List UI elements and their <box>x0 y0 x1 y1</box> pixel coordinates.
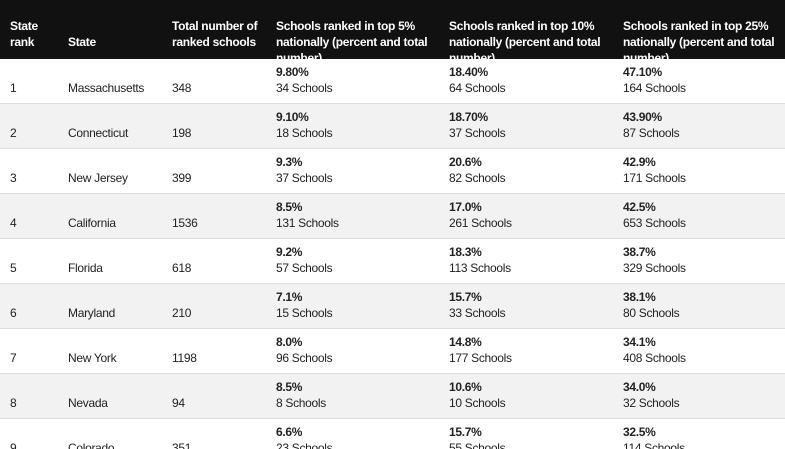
state-cell: New York <box>68 351 117 365</box>
schools-count: 171 Schools <box>623 171 686 185</box>
total-cell: 399 <box>172 171 192 185</box>
total-cell: 348 <box>172 81 192 95</box>
percent-text: 34.1% <box>623 335 656 349</box>
rank-cell: 3 <box>10 171 17 185</box>
column-header: Schools ranked in top 10% nationally (pe… <box>449 19 601 65</box>
schools-count: 55 Schools <box>449 441 506 449</box>
total-cell: 210 <box>172 306 192 320</box>
state-cell: New Jersey <box>68 171 128 185</box>
percent-text: 42.5% <box>623 200 656 214</box>
state-cell: Connecticut <box>68 126 129 140</box>
percent-text: 17.0% <box>449 200 482 214</box>
schools-count: 653 Schools <box>623 216 686 230</box>
column-header: Total number of ranked schools <box>172 19 258 49</box>
schools-count: 37 Schools <box>449 126 506 140</box>
total-cell: 94 <box>172 396 185 410</box>
schools-count: 8 Schools <box>276 396 326 410</box>
schools-count: 32 Schools <box>623 396 680 410</box>
percent-text: 15.7% <box>449 425 482 439</box>
percent-text: 6.6% <box>276 425 303 439</box>
rank-cell: 7 <box>10 351 17 365</box>
percent-text: 20.6% <box>449 155 482 169</box>
schools-count: 131 Schools <box>276 216 339 230</box>
percent-text: 38.7% <box>623 245 656 259</box>
percent-text: 10.6% <box>449 380 482 394</box>
percent-text: 9.2% <box>276 245 303 259</box>
table-row: 1 Massachusetts 348 9.80% 34 Schools 18.40% 64… <box>0 59 785 104</box>
column-header: Schools ranked in top 25% nationally (pe… <box>623 19 775 65</box>
percent-text: 32.5% <box>623 425 656 439</box>
schools-count: 64 Schools <box>449 81 506 95</box>
state-cell: California <box>68 216 116 230</box>
column-header: State <box>68 35 96 49</box>
percent-text: 9.10% <box>276 110 309 124</box>
rank-cell: 1 <box>10 81 17 95</box>
percent-text: 15.7% <box>449 290 482 304</box>
rank-cell: 5 <box>10 261 17 275</box>
percent-text: 47.10% <box>623 65 662 79</box>
percent-text: 38.1% <box>623 290 656 304</box>
state-cell: Maryland <box>68 306 115 320</box>
table-row: 7 New York 1198 8.0% 96 Schools 14.8% 177 Scho… <box>0 329 785 374</box>
state-cell: Massachusetts <box>68 81 145 95</box>
schools-count: 114 Schools <box>623 441 685 449</box>
percent-text: 7.1% <box>276 290 303 304</box>
table-row: 3 New Jersey 399 9.3% 37 Schools 20.6% 82 Scho… <box>0 149 785 194</box>
column-header: State rank <box>10 19 38 49</box>
schools-count: 80 Schools <box>623 306 680 320</box>
rank-cell: 6 <box>10 306 17 320</box>
percent-text: 14.8% <box>449 335 482 349</box>
schools-count: 15 Schools <box>276 306 333 320</box>
state-cell: Nevada <box>68 396 108 410</box>
schools-count: 408 Schools <box>623 351 686 365</box>
schools-count: 34 Schools <box>276 81 333 95</box>
schools-count: 164 Schools <box>623 81 686 95</box>
total-cell: 1198 <box>172 351 197 365</box>
state-cell: Colorado <box>68 441 115 449</box>
total-cell: 351 <box>172 441 192 449</box>
percent-text: 8.5% <box>276 380 303 394</box>
schools-count: 23 Schools <box>276 441 333 449</box>
schools-count: 33 Schools <box>449 306 506 320</box>
rank-cell: 2 <box>10 126 17 140</box>
percent-text: 18.3% <box>449 245 482 259</box>
schools-count: 37 Schools <box>276 171 333 185</box>
percent-text: 9.80% <box>276 65 309 79</box>
total-cell: 198 <box>172 126 192 140</box>
percent-text: 34.0% <box>623 380 656 394</box>
percent-text: 8.0% <box>276 335 303 349</box>
column-header: Schools ranked in top 5% nationally (per… <box>276 19 428 65</box>
percent-text: 43.90% <box>623 110 662 124</box>
table-header: State rank State Total number of ranked sc… <box>0 0 785 65</box>
percent-text: 8.5% <box>276 200 303 214</box>
schools-count: 177 Schools <box>449 351 512 365</box>
percent-text: 42.9% <box>623 155 656 169</box>
table-row: 4 California 1536 8.5% 131 Schools 17.0% 261 S… <box>0 194 785 239</box>
table-row: 5 Florida 618 9.2% 57 Schools 18.3% 113 School… <box>0 239 785 284</box>
schools-count: 82 Schools <box>449 171 506 185</box>
percent-text: 18.70% <box>449 110 488 124</box>
schools-count: 329 Schools <box>623 261 686 275</box>
schools-count: 96 Schools <box>276 351 333 365</box>
schools-count: 87 Schools <box>623 126 680 140</box>
total-cell: 1536 <box>172 216 198 230</box>
schools-count: 113 Schools <box>449 261 511 275</box>
state-cell: Florida <box>68 261 103 275</box>
schools-count: 57 Schools <box>276 261 333 275</box>
schools-count: 261 Schools <box>449 216 512 230</box>
percent-text: 18.40% <box>449 65 488 79</box>
schools-count: 18 Schools <box>276 126 333 140</box>
total-cell: 618 <box>172 261 192 275</box>
rank-cell: 8 <box>10 396 17 410</box>
rank-cell: 4 <box>10 216 17 230</box>
table-row: 8 Nevada 94 8.5% 8 Schools 10.6% 10 Schools 34.… <box>0 374 785 419</box>
schools-count: 10 Schools <box>449 396 506 410</box>
table-row: 2 Connecticut 198 9.10% 18 Schools 18.70% 37 S… <box>0 104 785 149</box>
percent-text: 9.3% <box>276 155 303 169</box>
table-row: 9 Colorado 351 6.6% 23 Schools 15.7% 55 School… <box>0 419 785 449</box>
table-row: 6 Maryland 210 7.1% 15 Schools 15.7% 33 School… <box>0 284 785 329</box>
rank-cell: 9 <box>10 441 17 449</box>
